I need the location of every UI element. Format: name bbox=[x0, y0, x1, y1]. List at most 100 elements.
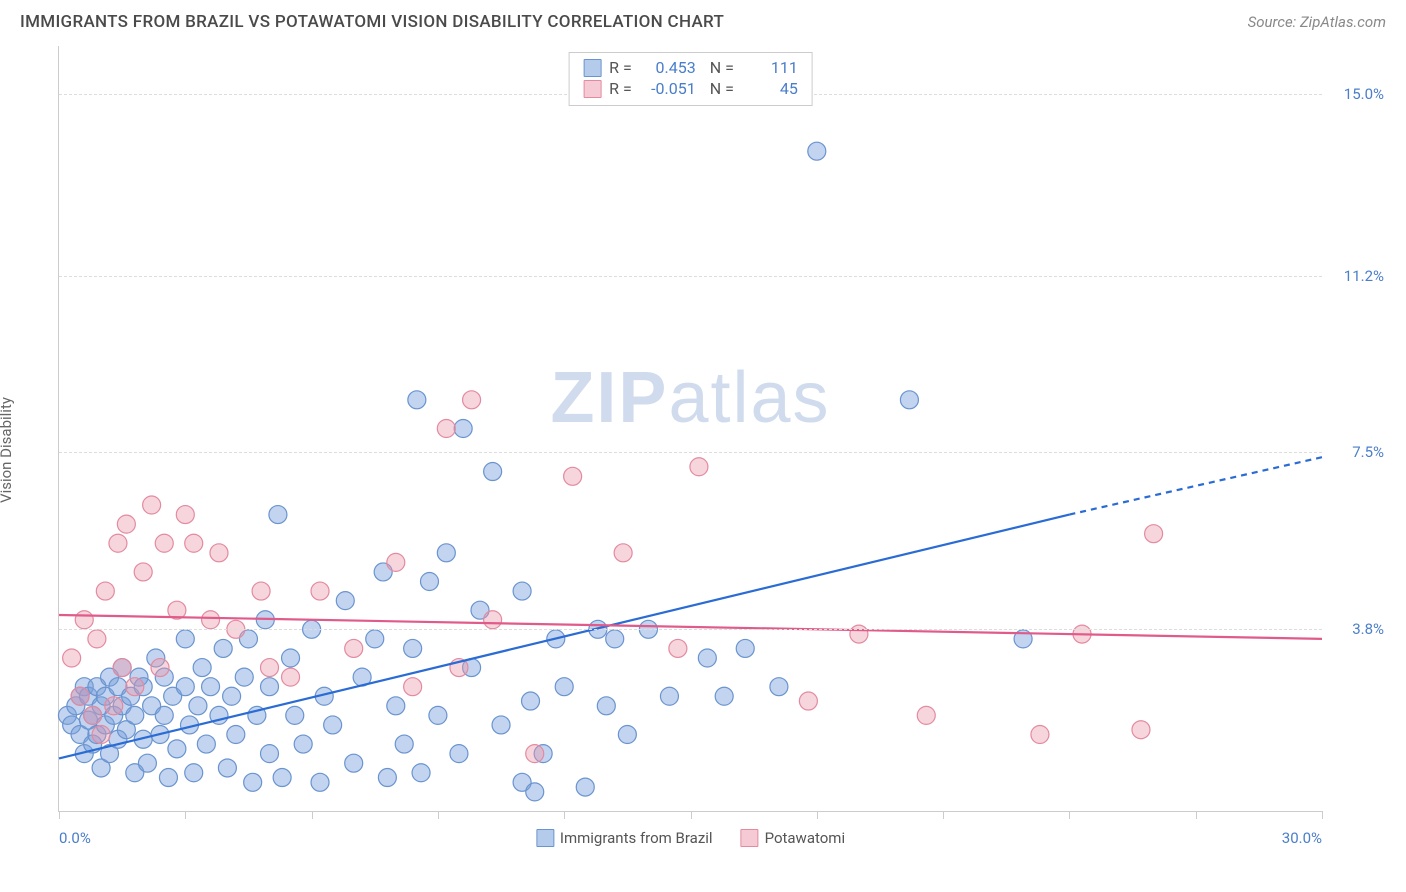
legend-swatch-icon bbox=[536, 829, 554, 847]
y-tick-label: 15.0% bbox=[1344, 85, 1384, 103]
scatter-point bbox=[109, 534, 127, 552]
x-axis-max-label: 30.0% bbox=[1282, 829, 1322, 847]
scatter-point bbox=[176, 630, 194, 648]
n-value: 45 bbox=[742, 79, 798, 98]
x-tick bbox=[1069, 811, 1070, 819]
x-tick bbox=[1322, 811, 1323, 819]
chart-title: IMMIGRANTS FROM BRAZIL VS POTAWATOMI VIS… bbox=[20, 12, 724, 32]
scatter-point bbox=[286, 706, 304, 724]
stats-legend-row: R = 0.453 N = 111 bbox=[583, 57, 798, 78]
scatter-point bbox=[227, 726, 245, 744]
gridline bbox=[59, 276, 1322, 277]
scatter-point bbox=[214, 639, 232, 657]
scatter-point bbox=[526, 783, 544, 801]
scatter-point bbox=[526, 745, 544, 763]
legend-swatch-icon bbox=[583, 59, 601, 77]
n-label: N = bbox=[710, 79, 734, 98]
scatter-point bbox=[1031, 726, 1049, 744]
scatter-point bbox=[606, 630, 624, 648]
scatter-point bbox=[597, 697, 615, 715]
scatter-point bbox=[513, 582, 531, 600]
x-tick bbox=[564, 811, 565, 819]
scatter-point bbox=[210, 544, 228, 562]
scatter-point bbox=[126, 678, 144, 696]
scatter-point bbox=[576, 778, 594, 796]
scatter-point bbox=[176, 678, 194, 696]
scatter-point bbox=[669, 639, 687, 657]
scatter-point bbox=[484, 463, 502, 481]
scatter-point bbox=[261, 659, 279, 677]
x-tick bbox=[691, 811, 692, 819]
scatter-point bbox=[92, 726, 110, 744]
scatter-point bbox=[618, 726, 636, 744]
scatter-point bbox=[698, 649, 716, 667]
x-tick bbox=[1196, 811, 1197, 819]
scatter-point bbox=[235, 668, 253, 686]
scatter-point bbox=[522, 692, 540, 710]
scatter-point bbox=[143, 496, 161, 514]
scatter-point bbox=[84, 706, 102, 724]
scatter-point bbox=[404, 639, 422, 657]
scatter-point bbox=[134, 563, 152, 581]
legend-label: Immigrants from Brazil bbox=[560, 829, 713, 847]
x-tick bbox=[312, 811, 313, 819]
scatter-point bbox=[336, 592, 354, 610]
scatter-point bbox=[555, 678, 573, 696]
scatter-point bbox=[71, 687, 89, 705]
scatter-point bbox=[197, 735, 215, 753]
x-tick bbox=[59, 811, 60, 819]
scatter-point bbox=[395, 735, 413, 753]
r-value: 0.453 bbox=[640, 58, 696, 77]
y-tick-label: 7.5% bbox=[1352, 443, 1384, 461]
legend-item: Potawatomi bbox=[741, 829, 846, 847]
scatter-point bbox=[429, 706, 447, 724]
scatter-point bbox=[185, 534, 203, 552]
scatter-point bbox=[412, 764, 430, 782]
y-tick-label: 3.8% bbox=[1352, 620, 1384, 638]
scatter-point bbox=[252, 582, 270, 600]
scatter-point bbox=[770, 678, 788, 696]
scatter-point bbox=[117, 515, 135, 533]
scatter-point bbox=[690, 458, 708, 476]
scatter-point bbox=[736, 639, 754, 657]
x-tick bbox=[943, 811, 944, 819]
scatter-point bbox=[193, 659, 211, 677]
scatter-point bbox=[202, 678, 220, 696]
n-value: 111 bbox=[742, 58, 798, 77]
scatter-point bbox=[900, 391, 918, 409]
stats-legend-row: R = -0.051 N = 45 bbox=[583, 78, 798, 99]
scatter-point bbox=[1132, 721, 1150, 739]
scatter-point bbox=[261, 745, 279, 763]
gridline bbox=[59, 629, 1322, 630]
scatter-point bbox=[155, 534, 173, 552]
scatter-point bbox=[223, 687, 241, 705]
scatter-point bbox=[113, 659, 131, 677]
scatter-point bbox=[850, 625, 868, 643]
x-tick bbox=[817, 811, 818, 819]
scatter-point bbox=[159, 769, 177, 787]
scatter-point bbox=[420, 573, 438, 591]
scatter-point bbox=[189, 697, 207, 715]
scatter-point bbox=[366, 630, 384, 648]
scatter-point bbox=[492, 716, 510, 734]
scatter-point bbox=[437, 420, 455, 438]
scatter-point bbox=[244, 773, 262, 791]
scatter-point bbox=[294, 735, 312, 753]
scatter-point bbox=[404, 678, 422, 696]
legend-swatch-icon bbox=[583, 80, 601, 98]
scatter-point bbox=[1145, 525, 1163, 543]
scatter-point bbox=[408, 391, 426, 409]
scatter-point bbox=[484, 611, 502, 629]
series-legend: Immigrants from Brazil Potawatomi bbox=[536, 829, 845, 847]
scatter-point bbox=[138, 754, 156, 772]
scatter-point bbox=[808, 142, 826, 160]
scatter-point bbox=[378, 769, 396, 787]
plot-area: ZIPatlas R = 0.453 N = 111 R = -0.051 N … bbox=[58, 46, 1322, 812]
scatter-point bbox=[155, 706, 173, 724]
scatter-point bbox=[269, 506, 287, 524]
scatter-plot-svg bbox=[59, 46, 1322, 811]
y-axis-label: Vision Disability bbox=[0, 397, 15, 503]
scatter-point bbox=[463, 391, 481, 409]
r-value: -0.051 bbox=[640, 79, 696, 98]
scatter-point bbox=[96, 582, 114, 600]
